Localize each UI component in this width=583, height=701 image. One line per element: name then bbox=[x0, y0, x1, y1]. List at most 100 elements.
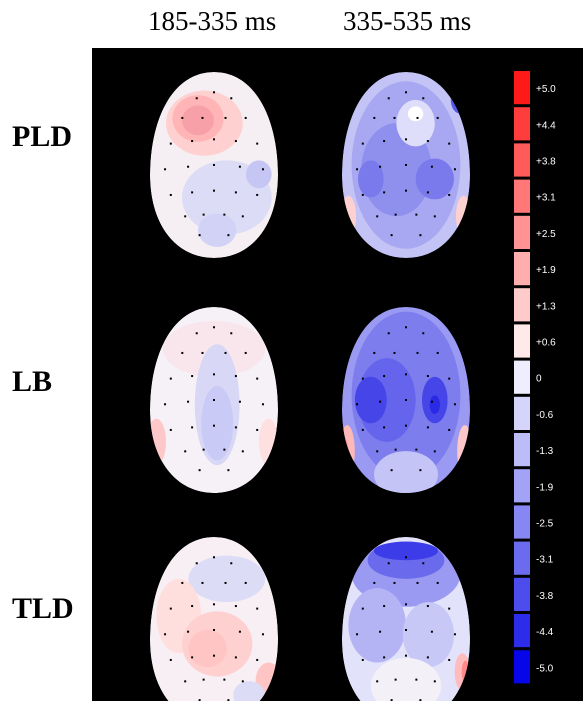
electrode-dot bbox=[234, 140, 237, 143]
electrode-dot bbox=[405, 373, 407, 376]
electrode-dot bbox=[213, 373, 215, 376]
electrode-dot bbox=[405, 629, 407, 631]
electrode-dot bbox=[390, 469, 393, 472]
potential-region bbox=[188, 555, 266, 603]
color-scale-swatch bbox=[514, 215, 530, 249]
potential-region bbox=[233, 681, 266, 701]
scalp-map-PLD-early bbox=[150, 72, 278, 258]
electrode-dot bbox=[422, 562, 425, 565]
electrode-dot bbox=[234, 426, 237, 429]
electrode-dot bbox=[256, 607, 259, 610]
electrode-dot bbox=[227, 469, 230, 472]
potential-region bbox=[358, 160, 384, 198]
electrode-dot bbox=[373, 116, 376, 119]
electrode-dot bbox=[405, 399, 407, 401]
electrode-dot bbox=[234, 605, 237, 608]
electrode-dot bbox=[376, 215, 379, 218]
electrode-dot bbox=[230, 562, 233, 565]
color-scale-swatch bbox=[514, 650, 530, 684]
electrode-dot bbox=[201, 581, 204, 584]
electrode-dot bbox=[202, 213, 205, 216]
electrode-dot bbox=[223, 448, 226, 451]
electrode-dot bbox=[436, 116, 439, 119]
electrode-dot bbox=[426, 605, 429, 608]
electrode-dot bbox=[213, 399, 215, 401]
color-scale-label: -2.5 bbox=[536, 519, 554, 530]
electrode-dot bbox=[387, 97, 390, 100]
electrode-dot bbox=[448, 607, 451, 610]
electrode-dot bbox=[184, 680, 187, 683]
color-scale-swatch bbox=[514, 505, 530, 539]
color-scale-label: -1.9 bbox=[536, 482, 554, 493]
color-scale-label: -4.4 bbox=[536, 627, 554, 638]
electrode-dot bbox=[356, 633, 359, 636]
electrode-dot bbox=[448, 658, 451, 661]
electrode-dot bbox=[202, 448, 205, 451]
color-scale-label: +3.8 bbox=[536, 157, 556, 168]
electrode-dot bbox=[256, 658, 259, 661]
color-scale-swatch bbox=[514, 396, 530, 430]
potential-region bbox=[450, 85, 470, 114]
potential-region bbox=[461, 660, 470, 684]
electrode-dot bbox=[419, 469, 422, 472]
potential-region bbox=[150, 418, 167, 466]
electrode-dot bbox=[201, 351, 204, 354]
electrode-dot bbox=[383, 140, 386, 143]
color-scale-swatch bbox=[514, 288, 530, 322]
electrode-dot bbox=[224, 351, 227, 354]
color-scale-swatch bbox=[514, 360, 530, 394]
electrode-dot bbox=[256, 142, 259, 145]
color-scale-label: +4.4 bbox=[536, 120, 556, 131]
electrode-dot bbox=[394, 448, 397, 451]
electrode-dot bbox=[430, 630, 433, 633]
electrode-dot bbox=[256, 193, 259, 196]
electrode-dot bbox=[405, 138, 407, 141]
electrode-dot bbox=[419, 699, 422, 701]
potential-region bbox=[188, 630, 227, 668]
scalp-map-TLD-late bbox=[342, 537, 470, 701]
color-scale-bar: +5.0 +4.4 +3.8 +3.1 +2.5 +1.9 +1.3 +0.6 0 -0.6 -1.… bbox=[514, 71, 556, 684]
electrode-dot bbox=[383, 375, 386, 378]
scalp-map-TLD-early bbox=[150, 537, 278, 701]
row-label-pld: PLD bbox=[12, 120, 72, 153]
potential-region bbox=[455, 195, 470, 237]
electrode-dot bbox=[181, 116, 184, 119]
potential-region bbox=[370, 657, 442, 701]
electrode-dot bbox=[230, 332, 233, 335]
color-scale-swatch bbox=[514, 541, 530, 575]
electrode-dot bbox=[393, 581, 396, 584]
color-scale-swatch bbox=[514, 433, 530, 467]
electrode-dot bbox=[379, 165, 382, 168]
electrode-dot bbox=[390, 234, 393, 237]
electrode-dot bbox=[234, 375, 237, 378]
color-scale-label: +5.0 bbox=[536, 84, 556, 95]
electrode-dot bbox=[169, 607, 172, 610]
electrode-dot bbox=[213, 424, 215, 427]
electrode-dot bbox=[227, 234, 230, 237]
electrode-dot bbox=[361, 377, 364, 380]
electrode-dot bbox=[198, 699, 201, 701]
electrode-dot bbox=[241, 450, 244, 453]
electrode-dot bbox=[191, 140, 194, 143]
potential-region bbox=[342, 439, 350, 473]
electrode-dot bbox=[164, 168, 167, 171]
electrode-dot bbox=[416, 351, 419, 354]
electrode-dot bbox=[430, 165, 433, 168]
electrode-dot bbox=[213, 91, 215, 94]
electrode-dot bbox=[361, 607, 364, 610]
electrode-dot bbox=[241, 215, 244, 218]
electrode-dot bbox=[227, 699, 230, 701]
color-scale-label: -3.1 bbox=[536, 555, 554, 566]
electrode-dot bbox=[213, 189, 215, 192]
potential-region bbox=[402, 602, 454, 668]
electrode-dot bbox=[373, 581, 376, 584]
electrode-dot bbox=[169, 428, 172, 431]
potential-region bbox=[396, 99, 435, 147]
electrode-dot bbox=[393, 351, 396, 354]
potential-region bbox=[342, 425, 355, 478]
electrode-dot bbox=[234, 191, 237, 194]
color-scale-label: +2.5 bbox=[536, 229, 556, 240]
electrode-dot bbox=[383, 426, 386, 429]
electrode-dot bbox=[213, 164, 215, 166]
electrode-dot bbox=[415, 678, 418, 681]
